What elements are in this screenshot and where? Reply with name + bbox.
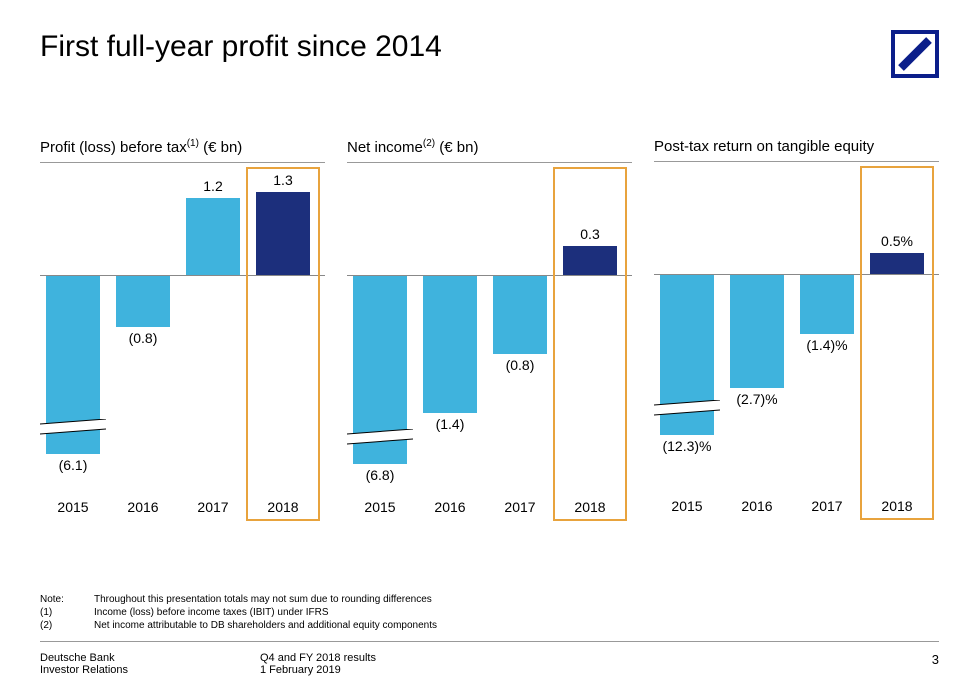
footer: Deutsche Bank Investor Relations Q4 and … xyxy=(40,652,939,676)
year-label: 2017 xyxy=(183,499,243,515)
footnote-row: (2)Net income attributable to DB shareho… xyxy=(40,619,437,632)
chart-title: Post-tax return on tangible equity xyxy=(654,138,939,155)
highlight-box xyxy=(553,167,627,521)
year-label: 2015 xyxy=(657,498,717,514)
chart-0: Profit (loss) before tax(1) (€ bn) (6.1) 2… xyxy=(40,138,325,527)
bar-value-label: (12.3)% xyxy=(652,438,722,454)
footer-dept: Investor Relations xyxy=(40,664,260,676)
bar-value-label: (1.4)% xyxy=(792,337,862,353)
year-label: 2015 xyxy=(350,499,410,515)
bar xyxy=(116,276,170,327)
year-label: 2017 xyxy=(797,498,857,514)
footer-divider xyxy=(40,641,939,642)
chart-divider xyxy=(347,162,632,163)
footnote-key: (2) xyxy=(40,619,94,632)
bar-value-label: (6.1) xyxy=(38,457,108,473)
bar-value-label: 1.2 xyxy=(178,178,248,194)
chart-divider xyxy=(654,161,939,162)
footnote-key: Note: xyxy=(40,593,94,606)
chart-divider xyxy=(40,162,325,163)
bar xyxy=(800,275,854,334)
bar xyxy=(46,276,100,454)
bar xyxy=(353,276,407,464)
chart-title: Net income(2) (€ bn) xyxy=(347,138,632,156)
footnote-row: (1)Income (loss) before income taxes (IB… xyxy=(40,606,437,619)
year-label: 2017 xyxy=(490,499,550,515)
bar-value-label: (6.8) xyxy=(345,467,415,483)
footer-date: 1 February 2019 xyxy=(260,664,899,676)
bar xyxy=(423,276,477,413)
page-title: First full-year profit since 2014 xyxy=(40,30,442,64)
bar xyxy=(730,275,784,388)
year-label: 2016 xyxy=(727,498,787,514)
year-label: 2016 xyxy=(420,499,480,515)
year-label: 2015 xyxy=(43,499,103,515)
bar-value-label: (0.8) xyxy=(108,330,178,346)
footnote-row: Note:Throughout this presentation totals… xyxy=(40,593,437,606)
footnote-text: Income (loss) before income taxes (IBIT)… xyxy=(94,606,329,619)
chart-plot: (6.1)2015(0.8)20161.220171.32018 xyxy=(40,167,325,527)
chart-title: Profit (loss) before tax(1) (€ bn) xyxy=(40,138,325,156)
bar-value-label: (0.8) xyxy=(485,357,555,373)
db-logo-icon xyxy=(891,30,939,78)
bar xyxy=(660,275,714,435)
footer-company: Deutsche Bank xyxy=(40,652,260,664)
highlight-box xyxy=(246,167,320,521)
highlight-box xyxy=(860,166,934,520)
bar xyxy=(493,276,547,354)
bar-value-label: (1.4) xyxy=(415,416,485,432)
footer-report: Q4 and FY 2018 results xyxy=(260,652,899,664)
footnotes: Note:Throughout this presentation totals… xyxy=(40,593,437,632)
footnote-text: Throughout this presentation totals may … xyxy=(94,593,432,606)
chart-1: Net income(2) (€ bn) (6.8) 2015 (1.4) 2016 (0… xyxy=(347,138,632,527)
chart-plot: (12.3)%2015(2.7)%2016(1.4)%20170.5%2018 xyxy=(654,166,939,526)
bar xyxy=(186,198,240,275)
page-number: 3 xyxy=(899,652,939,676)
footnote-key: (1) xyxy=(40,606,94,619)
chart-2: Post-tax return on tangible equity (12.3)… xyxy=(654,138,939,527)
chart-plot: (6.8)2015(1.4)2016(0.8)20170.32018 xyxy=(347,167,632,527)
footnote-text: Net income attributable to DB shareholde… xyxy=(94,619,437,632)
bar-value-label: (2.7)% xyxy=(722,391,792,407)
year-label: 2016 xyxy=(113,499,173,515)
